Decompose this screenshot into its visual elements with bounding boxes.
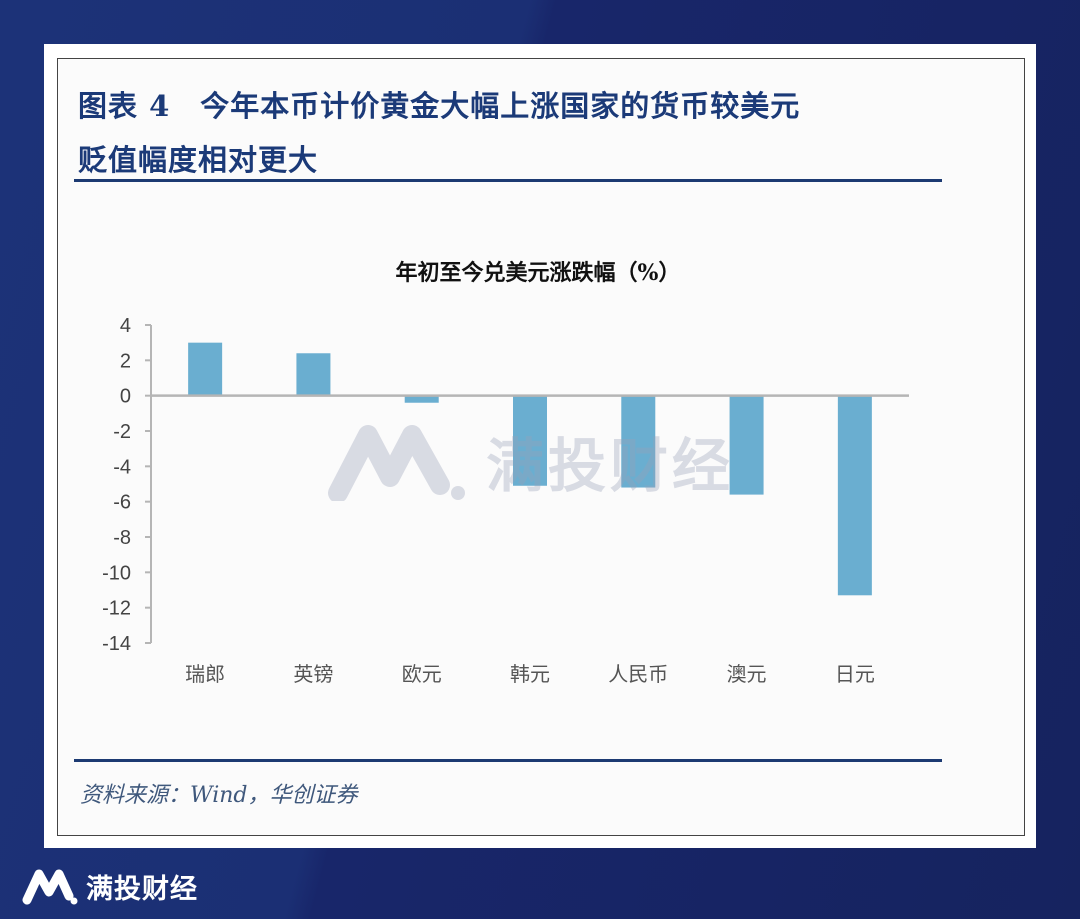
bar [513, 395, 547, 486]
x-tick-label: 韩元 [510, 663, 550, 686]
title-line-2: 贬值幅度相对更大 [78, 143, 319, 177]
bar [729, 395, 764, 495]
x-tick-label: 瑞郎 [185, 663, 225, 686]
y-tick-label: -2 [113, 421, 131, 443]
bar-chart: 4 2 0 -2 -4 -6 -8 -10 -12 -14 瑞郎 英镑 欧元 韩元 人民币 澳元 日元 [102, 315, 909, 686]
title-rule [74, 179, 942, 182]
bar [296, 353, 331, 396]
y-tick-label: -8 [113, 527, 131, 549]
brand-logo-icon [22, 869, 78, 905]
chart-title: 年初至今兑美元涨跌幅（%） [395, 260, 681, 286]
x-tick-label: 人民币 [608, 663, 668, 686]
source-note: 资料来源：Wind，华创证券 [80, 783, 358, 808]
y-tick-label: 4 [120, 315, 131, 337]
brand-footer: 满投财经 [22, 866, 198, 906]
source-rule [74, 759, 942, 762]
bar [404, 395, 439, 403]
y-tick-label: -10 [102, 562, 131, 584]
watermark-text: 满投财经 [486, 432, 735, 500]
title-line-1: 图表 4 今年本币计价黄金大幅上涨国家的货币较美元 [78, 89, 801, 123]
bar [621, 395, 656, 488]
figure-frame: 图表 4 今年本币计价黄金大幅上涨国家的货币较美元 贬值幅度相对更大 年初至今兑… [57, 58, 1025, 836]
figure-card: 图表 4 今年本币计价黄金大幅上涨国家的货币较美元 贬值幅度相对更大 年初至今兑… [44, 44, 1036, 848]
bar [188, 342, 223, 396]
y-tick-label: -4 [113, 456, 131, 478]
x-tick-label: 欧元 [402, 663, 442, 686]
y-tick-label: -6 [113, 492, 131, 514]
brand-name: 满投财经 [86, 873, 198, 905]
y-tick-label: 0 [120, 386, 131, 408]
bar [837, 395, 872, 596]
x-tick-label: 英镑 [293, 663, 333, 686]
y-tick-label: -14 [102, 633, 131, 655]
watermark: 满投财经 [328, 419, 734, 503]
watermark-logo-icon [328, 425, 465, 501]
y-tick-label: -12 [102, 598, 131, 620]
x-tick-label: 日元 [835, 664, 875, 686]
y-tick-label: 2 [120, 350, 131, 372]
figure-title: 图表 4 今年本币计价黄金大幅上涨国家的货币较美元 贬值幅度相对更大 [78, 79, 948, 187]
x-tick-label: 澳元 [727, 663, 767, 686]
